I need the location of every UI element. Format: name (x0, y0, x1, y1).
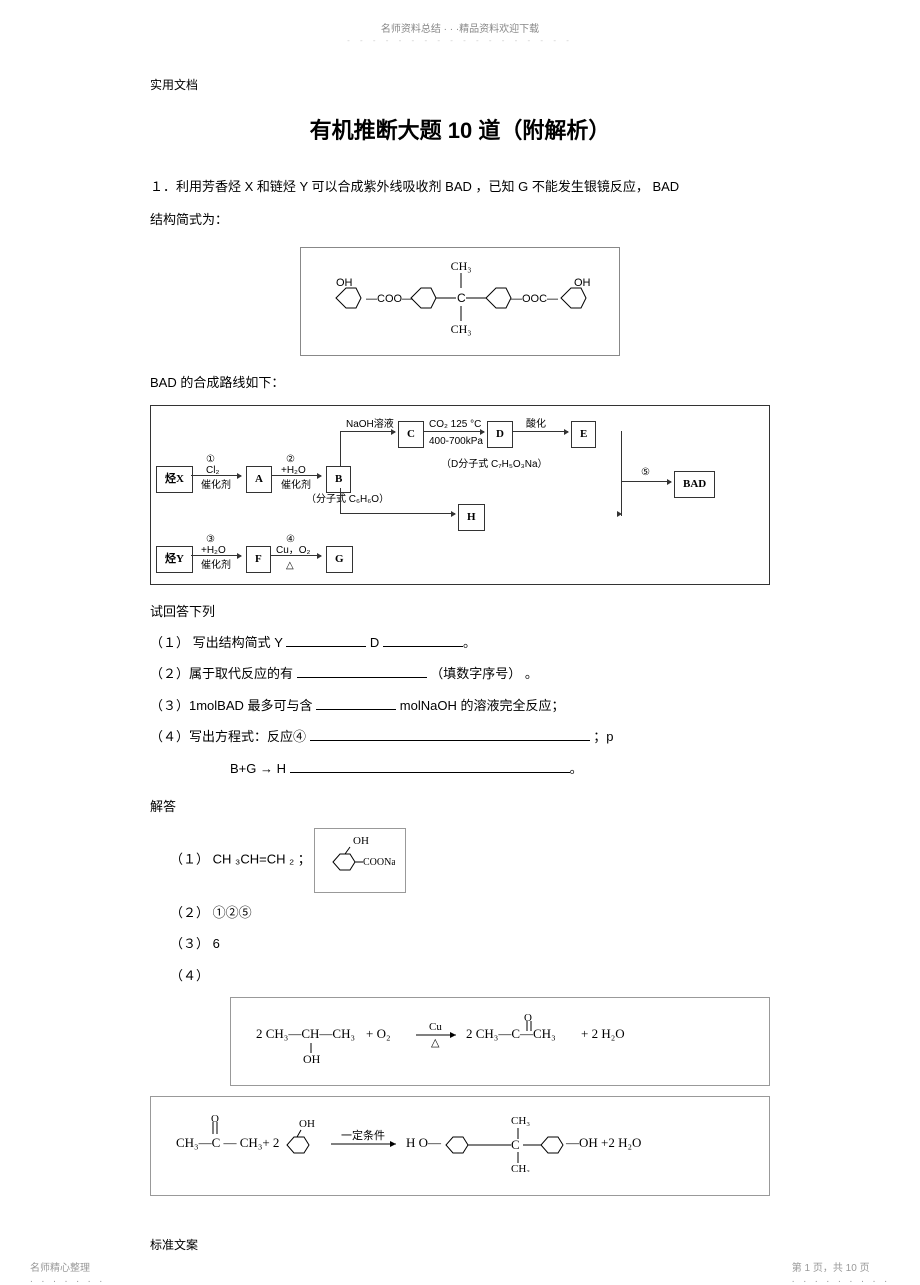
svg-text:2 CH₃—CH—CH₃: 2 CH₃—CH—CH₃ (256, 1026, 355, 1041)
svg-text:H O—: H O— (406, 1135, 442, 1150)
blank-sub (297, 677, 427, 678)
flow-label-naoh: NaOH溶液 (346, 416, 394, 434)
blank-r4 (310, 740, 590, 741)
section-label: 实用文档 (150, 76, 920, 93)
svg-text:CH₃: CH₃ (451, 322, 472, 336)
flow-label-4c: △ (286, 557, 294, 575)
footer-left: 名师精心整理 . . . . . . . (30, 1259, 105, 1285)
svg-text:O: O (524, 1013, 532, 1024)
reaction-1: 2 CH₃—CH—CH₃ OH + O₂ Cu △ 2 CH₃—C—CH₃ O … (230, 997, 770, 1086)
answer-4: （４） (170, 964, 770, 987)
flow-node-f: F (246, 546, 271, 574)
synthesis-label: BAD 的合成路线如下： (150, 371, 770, 394)
svg-text:CH₃—C — CH₃+ 2: CH₃—C — CH₃+ 2 (176, 1135, 279, 1150)
svg-text:C: C (457, 291, 466, 305)
svg-text:一定条件: 一定条件 (341, 1128, 385, 1142)
line-b-up (340, 431, 341, 466)
flow-node-g: G (326, 546, 353, 574)
svg-text:OH: OH (574, 277, 591, 289)
header-dots: - - - - - - - - - - - - - - - - - - (347, 36, 573, 45)
svg-text:OH: OH (303, 1052, 321, 1063)
line-b-down (340, 488, 341, 513)
flow-node-d: D (487, 421, 513, 449)
svg-text:COONa: COONa (363, 857, 395, 868)
blank-d (383, 646, 463, 647)
svg-text:OH: OH (336, 277, 353, 289)
svg-text:+ O₂: + O₂ (366, 1026, 391, 1041)
answer-1: （１） CH ₃CH=CH ₂ ； OH COONa (170, 828, 770, 893)
flow-node-c: C (398, 421, 424, 449)
problem-intro: １．利用芳香烃 X 和链烃 Y 可以合成紫外线吸收剂 BAD ，已知 G 不能发… (150, 175, 770, 198)
svg-text:CH₃: CH₃ (511, 1115, 530, 1127)
question-header: 试回答下列 (150, 600, 770, 623)
svg-text:—OOC—: —OOC— (511, 293, 558, 305)
page-title: 有机推断大题 10 道（附解析） (0, 113, 920, 145)
footer-right: 第 1 页，共 10 页 . . . . . . . . . (792, 1259, 890, 1285)
svg-text:Cu: Cu (429, 1021, 442, 1033)
flow-label-co2b: 400-700kPa (429, 433, 483, 451)
arrow-to-h (340, 513, 455, 514)
svg-text:△: △ (431, 1037, 440, 1049)
flow-label-acid: 酸化 (526, 416, 546, 434)
svg-text:CH₃: CH₃ (451, 259, 472, 273)
bad-structure-diagram: CH₃ OH —COO— C —OOC— OH CH₃ (150, 247, 770, 356)
question-1: （１） 写出结构简式 Y D 。 (150, 631, 770, 654)
blank-mol (316, 709, 396, 710)
line-e-down (621, 431, 622, 481)
svg-text:C: C (511, 1137, 520, 1152)
question-5: B+G → H 。 (230, 757, 770, 780)
flow-node-y: 烃Y (156, 546, 193, 574)
svg-text:O: O (211, 1113, 219, 1125)
flow-node-bad: BAD (674, 471, 715, 499)
answer-label: 解答 (150, 795, 770, 818)
top-header: 名师资料总结 · · ·精品资料欢迎下载 - - - - - - - - - -… (0, 0, 920, 46)
svg-text:OH: OH (353, 835, 369, 847)
flow-label-2d: （分子式 C₆H₆O） (306, 491, 389, 509)
question-3: （３）1molBAD 最多可与含 molNaOH 的溶液完全反应； (150, 694, 770, 717)
flow-node-h: H (458, 504, 485, 532)
blank-bgh (290, 772, 570, 773)
svg-text:OH: OH (299, 1118, 315, 1130)
answer-2: （２） ①②⑤ (170, 901, 770, 924)
flow-diagram: 烃X ① Cl₂ 催化剂 A ② +H₂O 催化剂 B （分子式 C₆H₆O） … (150, 405, 770, 585)
structure-d: OH COONa (314, 828, 406, 893)
answer-block: （１） CH ₃CH=CH ₂ ； OH COONa （２） ①②⑤ （３） 6… (170, 828, 770, 1196)
svg-text:+ 2 H₂O: + 2 H₂O (581, 1026, 625, 1041)
flow-node-a: A (246, 466, 272, 494)
blank-y (286, 646, 366, 647)
svg-text:—COO—: —COO— (366, 293, 413, 305)
flow-label-1c: 催化剂 (201, 477, 231, 495)
answer-3: （３） 6 (170, 932, 770, 955)
problem-intro2: 结构简式为： (150, 208, 770, 231)
header-text: 名师资料总结 · · ·精品资料欢迎下载 (381, 24, 539, 35)
bottom-label: 标准文案 (150, 1236, 920, 1253)
svg-text:—OH +2 H₂O: —OH +2 H₂O (565, 1135, 641, 1150)
question-2: （２）属于取代反应的有 （填数字序号） 。 (150, 662, 770, 685)
flow-node-e: E (571, 421, 596, 449)
content-area: １．利用芳香烃 X 和链烃 Y 可以合成紫外线吸收剂 BAD ，已知 G 不能发… (150, 175, 770, 1196)
flow-node-b: B (326, 466, 351, 494)
svg-text:CH₃: CH₃ (511, 1163, 530, 1172)
flow-label-5: ⑤ (641, 464, 650, 482)
reaction-2: O CH₃—C — CH₃+ 2 OH 一定条件 H O— CH₃ C CH₃ … (150, 1096, 770, 1195)
question-4: （４）写出方程式：反应④ ；p (150, 725, 770, 748)
svg-text:2 CH₃—C—CH₃: 2 CH₃—C—CH₃ (466, 1026, 556, 1041)
flow-label-co2a: CO₂ 125 °C (429, 416, 481, 434)
flow-node-x: 烃X (156, 466, 193, 494)
flow-label-3c: 催化剂 (201, 557, 231, 575)
flow-label-dmol: （D分子式 C₇H₅O₃Na） (441, 456, 548, 474)
